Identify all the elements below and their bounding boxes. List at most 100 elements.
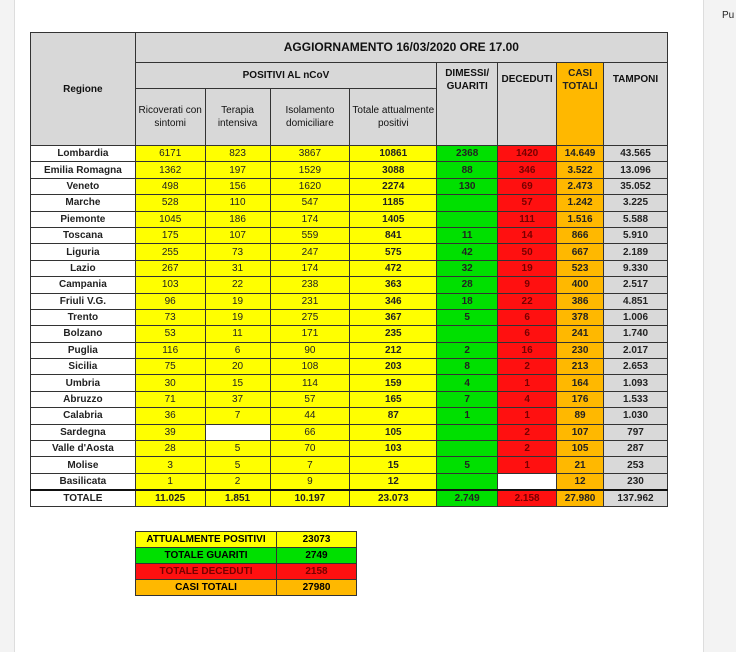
summary-row: ATTUALMENTE POSITIVI 23073	[135, 531, 357, 548]
summary-row: CASI TOTALI 27980	[135, 579, 357, 596]
table-row: TOTALE 11.025 1.851 10.197 23.073 2.749 2.158 2…	[30, 488, 668, 507]
ricoverati-cell: 267	[134, 259, 206, 278]
table-row: Bolzano 53 11 171 235 6 241 1.740	[30, 325, 668, 343]
region-name: Sardegna	[30, 423, 136, 442]
totale-positivi-cell: 575	[349, 243, 438, 261]
ricoverati-cell: 498	[134, 177, 206, 196]
dimessi-cell	[436, 423, 499, 442]
casi-totali-cell: 164	[556, 374, 605, 392]
dimessi-cell: 5	[436, 456, 499, 474]
terapia-cell: 22	[204, 276, 271, 294]
deceduti-cell: 1420	[497, 144, 558, 163]
totale-positivi-cell: 10861	[349, 144, 438, 163]
isolamento-cell: 247	[269, 243, 351, 261]
terapia-cell: 19	[204, 308, 271, 327]
tamponi-cell: 253	[603, 456, 668, 474]
dimessi-cell: 42	[436, 243, 499, 261]
totale-positivi-cell: 363	[349, 276, 438, 294]
table-row: Campania 103 22 238 363 28 9 400 2.517	[30, 276, 668, 294]
summary-value: 2158	[276, 563, 357, 580]
summary-value: 23073	[276, 531, 357, 548]
terapia-cell: 6	[204, 341, 271, 360]
deceduti-cell: 1	[497, 407, 558, 425]
region-name: Basilicata	[30, 472, 136, 491]
summary-value: 2749	[276, 547, 357, 564]
dimessi-cell	[436, 194, 499, 212]
deceduti-cell: 6	[497, 325, 558, 343]
terapia-cell: 156	[204, 177, 271, 196]
dimessi-cell: 4	[436, 374, 499, 392]
isolamento-cell: 70	[269, 440, 351, 458]
casi-totali-cell: 866	[556, 226, 605, 245]
region-name: Campania	[30, 276, 136, 294]
terapia-cell: 7	[204, 407, 271, 425]
casi-totali-cell: 667	[556, 243, 605, 261]
totale-positivi-cell: 3088	[349, 161, 438, 179]
table-row: Abruzzo 71 37 57 165 7 4 176 1.533	[30, 390, 668, 409]
table-row: Lazio 267 31 174 472 32 19 523 9.330	[30, 259, 668, 278]
isolamento-cell: 547	[269, 194, 351, 212]
terapia-cell: 11	[204, 325, 271, 343]
isolamento-cell: 238	[269, 276, 351, 294]
terapia-cell: 186	[204, 210, 271, 228]
table-row: Liguria 255 73 247 575 42 50 667 2.189	[30, 243, 668, 261]
tamponi-cell: 2.189	[603, 243, 668, 261]
terapia-cell: 31	[204, 259, 271, 278]
ricoverati-cell: 103	[134, 276, 206, 294]
region-name: Lazio	[30, 259, 136, 278]
region-name: Bolzano	[30, 325, 136, 343]
isolamento-cell: 174	[269, 259, 351, 278]
totale-positivi-cell: 841	[349, 226, 438, 245]
region-name: Sicilia	[30, 358, 136, 376]
covid-regional-table: Regione AGGIORNAMENTO 16/03/2020 ORE 17.…	[30, 32, 669, 507]
casi-totali-cell: 27.980	[556, 488, 605, 507]
deceduti-cell: 346	[497, 161, 558, 179]
table-row: Friuli V.G. 96 19 231 346 18 22 386 4.851	[30, 292, 668, 310]
header-deceduti: DECEDUTI	[497, 62, 558, 146]
tamponi-cell: 2.517	[603, 276, 668, 294]
tamponi-cell: 5.588	[603, 210, 668, 228]
ricoverati-cell: 1362	[134, 161, 206, 179]
header-dimessi: DIMESSI/ GUARITI	[436, 62, 499, 146]
casi-totali-cell: 1.516	[556, 210, 605, 228]
table-row: Valle d'Aosta 28 5 70 103 2 105 287	[30, 440, 668, 458]
isolamento-cell: 108	[269, 358, 351, 376]
dimessi-cell: 5	[436, 308, 499, 327]
terapia-cell	[204, 423, 271, 442]
casi-totali-cell: 107	[556, 423, 605, 442]
tamponi-cell: 35.052	[603, 177, 668, 196]
table-row: Trento 73 19 275 367 5 6 378 1.006	[30, 308, 668, 327]
region-name: Piemonte	[30, 210, 136, 228]
dimessi-cell: 7	[436, 390, 499, 409]
deceduti-cell: 57	[497, 194, 558, 212]
dimessi-cell: 88	[436, 161, 499, 179]
terapia-cell: 37	[204, 390, 271, 409]
casi-totali-cell: 213	[556, 358, 605, 376]
totale-positivi-cell: 87	[349, 407, 438, 425]
deceduti-cell: 19	[497, 259, 558, 278]
ricoverati-cell: 30	[134, 374, 206, 392]
ricoverati-cell: 28	[134, 440, 206, 458]
terapia-cell: 107	[204, 226, 271, 245]
region-name: Marche	[30, 194, 136, 212]
tamponi-cell: 9.330	[603, 259, 668, 278]
totale-positivi-cell: 1185	[349, 194, 438, 212]
table-row: Sardegna 39 66 105 2 107 797	[30, 423, 668, 442]
isolamento-cell: 1620	[269, 177, 351, 196]
table-row: Marche 528 110 547 1185 57 1.242 3.225	[30, 194, 668, 212]
tamponi-cell: 1.533	[603, 390, 668, 409]
table-row: Piemonte 1045 186 174 1405 111 1.516 5.588	[30, 210, 668, 228]
tamponi-cell: 1.093	[603, 374, 668, 392]
tamponi-cell: 4.851	[603, 292, 668, 310]
header-terapia: Terapia intensiva	[204, 88, 271, 146]
terapia-cell: 2	[204, 472, 271, 491]
casi-totali-cell: 3.522	[556, 161, 605, 179]
ricoverati-cell: 1	[134, 472, 206, 491]
isolamento-cell: 44	[269, 407, 351, 425]
region-name: Veneto	[30, 177, 136, 196]
deceduti-cell: 4	[497, 390, 558, 409]
isolamento-cell: 114	[269, 374, 351, 392]
terapia-cell: 5	[204, 440, 271, 458]
deceduti-cell: 16	[497, 341, 558, 360]
totale-positivi-cell: 212	[349, 341, 438, 360]
